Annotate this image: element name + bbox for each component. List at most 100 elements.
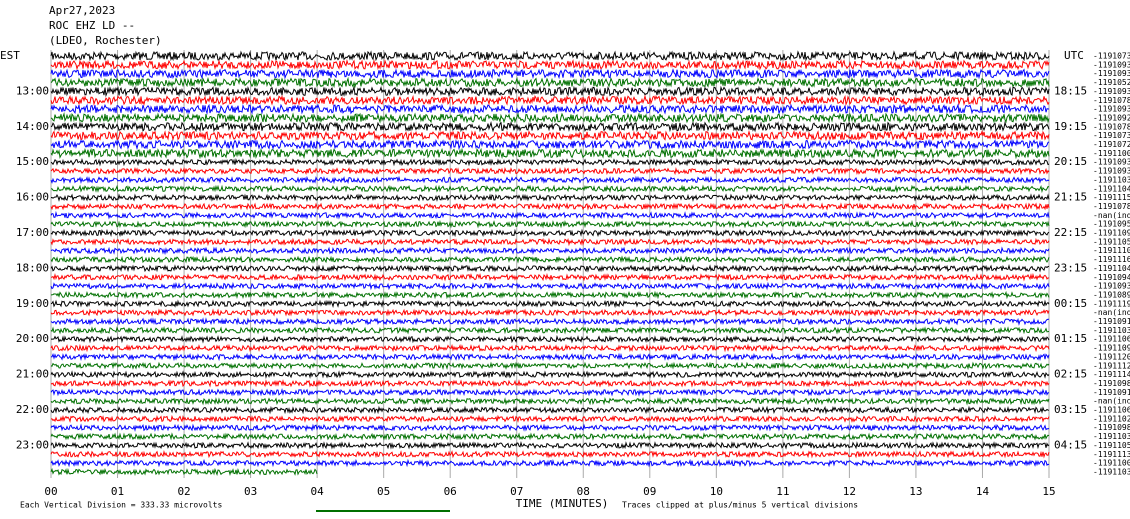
trace [50, 193, 1050, 202]
trace-offset: -1191109 [1093, 229, 1130, 238]
trace [50, 157, 1050, 167]
right-hour-label: 22:15 [1054, 226, 1087, 239]
trace [50, 334, 1050, 344]
trace-offset: -1191093 [1093, 60, 1130, 69]
x-tick-label: 06 [444, 485, 457, 498]
trace-offset: -1191072 [1093, 140, 1130, 149]
x-tick-label: 11 [776, 485, 789, 498]
trace [50, 272, 1050, 282]
trace [50, 290, 1050, 300]
trace [50, 299, 1050, 309]
trace-offset: -1191095 [1093, 220, 1130, 229]
trace-offset: -1191116 [1093, 255, 1130, 264]
trace [50, 370, 1050, 380]
trace-offset: -1191109 [1093, 344, 1130, 353]
trace-offset: -1191113 [1093, 450, 1130, 459]
right-hour-label: 04:15 [1054, 438, 1087, 451]
trace [50, 432, 1050, 441]
right-hour-label: 21:15 [1054, 191, 1087, 204]
trace-offset: -1191089 [1093, 290, 1130, 299]
trace-offset: -1191094 [1093, 273, 1130, 282]
trace-offset: -nan(ind) [1093, 397, 1130, 406]
trace [50, 317, 1050, 326]
trace-offset: -1191103 [1093, 432, 1130, 441]
trace [50, 458, 1050, 468]
x-tick-label: 03 [244, 485, 257, 498]
trace-offset: -1191093 [1093, 87, 1130, 96]
trace [50, 343, 1050, 353]
trace [50, 255, 1050, 264]
trace-offset: -1191103 [1093, 326, 1130, 335]
x-axis-title: TIME (MINUTES) [516, 497, 609, 510]
trace [50, 237, 1050, 247]
trace-offset: -1191098 [1093, 379, 1130, 388]
trace [50, 388, 1050, 397]
x-tick-label: 02 [177, 485, 190, 498]
trace-offset: -1191073 [1093, 131, 1130, 140]
right-hour-label: 18:15 [1054, 84, 1087, 97]
left-hour-label: 18:00 [16, 261, 49, 274]
trace [50, 450, 1050, 459]
trace-offset: -1191120 [1093, 352, 1130, 361]
left-hour-label: 23:00 [16, 438, 49, 451]
left-hour-label: 22:00 [16, 403, 49, 416]
trace-offset: -1191092 [1093, 113, 1130, 122]
trace-offset: -1191078 [1093, 122, 1130, 131]
trace [50, 361, 1050, 371]
trace [50, 264, 1050, 273]
trace-offset: -1191114 [1093, 370, 1130, 379]
trace [50, 175, 1050, 185]
trace [50, 85, 1050, 98]
left-hour-label: 17:00 [16, 226, 49, 239]
trace [50, 405, 1050, 415]
x-tick-label: 01 [111, 485, 124, 498]
trace-offset: -1191105 [1093, 237, 1130, 246]
trace-offset: -1191093 [1093, 158, 1130, 167]
left-hour-label: 21:00 [16, 368, 49, 381]
trace-offset: -1191093 [1093, 105, 1130, 114]
trace [50, 219, 1050, 229]
date: Apr27,2023 [49, 4, 115, 17]
trace [50, 94, 1050, 106]
trace-offset: -1191110 [1093, 246, 1130, 255]
trace-offset: -1191115 [1093, 193, 1130, 202]
trace-offset: -nan(ind) [1093, 308, 1130, 317]
trace-offset: -1191098 [1093, 423, 1130, 432]
trace-offset: -1191100 [1093, 459, 1130, 468]
trace-offset: -1191104 [1093, 264, 1130, 273]
trace [50, 441, 1050, 450]
trace [50, 202, 1050, 211]
trace-offset: -1191093 [1093, 167, 1130, 176]
trace-offset: -1191100 [1093, 149, 1130, 158]
trace-offset: -1191103 [1093, 175, 1130, 184]
scale-note: Each Vertical Division = 333.33 microvol… [20, 501, 222, 510]
x-tick-label: 13 [909, 485, 922, 498]
trace [50, 379, 1050, 388]
clip-note: Traces clipped at plus/minus 5 vertical … [622, 501, 858, 510]
trace [50, 352, 1050, 362]
trace-offset: -1191103 [1093, 467, 1130, 476]
trace [50, 58, 1050, 71]
x-tick-label: 15 [1042, 485, 1055, 498]
left-hour-label: 16:00 [16, 191, 49, 204]
trace [50, 138, 1050, 151]
right-hour-label: 03:15 [1054, 403, 1087, 416]
trace [50, 308, 1050, 317]
trace [50, 50, 1050, 62]
trace-offset: -1191078 [1093, 202, 1130, 211]
trace [50, 423, 1050, 433]
trace [50, 228, 1050, 238]
trace-offset: -1191102 [1093, 414, 1130, 423]
trace-offset: -1191093 [1093, 69, 1130, 78]
trace-offset: -1191106 [1093, 335, 1130, 344]
trace-offset: -1191106 [1093, 406, 1130, 415]
x-tick-label: 10 [710, 485, 723, 498]
trace [50, 112, 1050, 124]
trace [50, 120, 1050, 133]
trace [50, 325, 1050, 335]
left-hour-label: 14:00 [16, 120, 49, 133]
left-hour-label: 19:00 [16, 297, 49, 310]
network: (LDEO, Rochester) [49, 34, 162, 47]
trace [50, 467, 318, 477]
